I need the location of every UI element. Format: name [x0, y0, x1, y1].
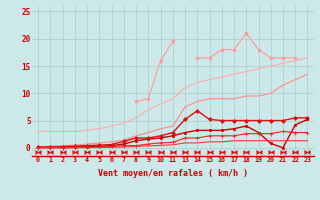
- X-axis label: Vent moyen/en rafales ( km/h ): Vent moyen/en rafales ( km/h ): [98, 169, 248, 178]
